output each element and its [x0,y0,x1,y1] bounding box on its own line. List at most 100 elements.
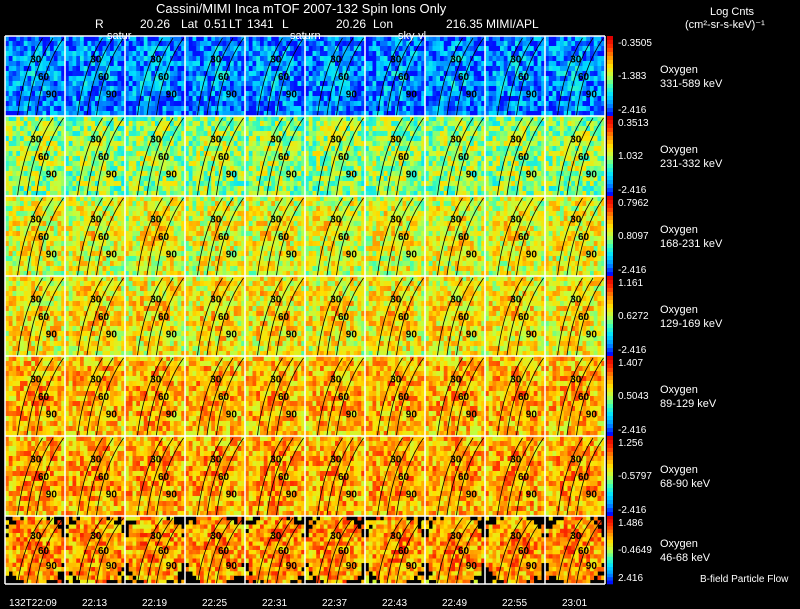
heatmap-cell [511,46,516,52]
heatmap-cell [320,96,325,102]
heatmap-cell [526,151,531,157]
heatmap-cell [5,136,10,142]
heatmap-cell [245,81,250,87]
heatmap-cell [563,51,568,57]
heatmap-cell [136,121,141,127]
heatmap-cell [68,86,73,92]
heatmap-cell [485,101,490,107]
heatmap-cell [417,176,422,182]
heatmap-cell [421,171,426,177]
heatmap-cell [470,166,475,172]
heatmap-cell [16,46,21,52]
heatmap-cell [140,51,145,57]
heatmap-cell [365,156,370,162]
heatmap-cell [353,91,358,97]
heatmap-cell [121,41,126,47]
heatmap-cell [518,71,523,77]
heatmap-cell [488,51,493,57]
heatmap-cell [102,121,107,127]
heatmap-cell [368,191,373,197]
heatmap-cell [305,121,310,127]
heatmap-cell [361,66,366,72]
heatmap-cell [192,36,197,42]
heatmap-cell [297,136,302,142]
heatmap-cell [451,191,456,197]
heatmap-cell [260,151,265,157]
contour-label: 90 [106,170,118,181]
heatmap-cell [305,141,310,147]
heatmap-cell [53,66,58,72]
heatmap-cell [162,41,167,47]
heatmap-cell [530,116,535,122]
heatmap-cell [117,51,122,57]
heatmap-cell [428,151,433,157]
heatmap-cell [57,141,62,147]
heatmap-cell [477,81,482,87]
heatmap-cell [53,181,58,187]
heatmap-cell [132,126,137,132]
heatmap-cell [308,116,313,122]
heatmap-cell [518,146,523,152]
heatmap-cell [428,116,433,122]
heatmap-cell [72,146,77,152]
heatmap-cell [91,146,96,152]
heatmap-cell [327,106,332,112]
heatmap-cell [522,141,527,147]
heatmap-cell [65,56,70,62]
heatmap-cell [391,141,396,147]
heatmap-cell [293,56,298,62]
heatmap-cell [241,91,246,97]
heatmap-cell [590,51,595,57]
heatmap-cell [248,166,253,172]
contour-line [396,37,424,117]
heatmap-cell [226,86,231,92]
heatmap-cell [76,171,81,177]
heatmap-cell [575,91,580,97]
heatmap-cell [488,91,493,97]
heatmap-cell [552,76,557,82]
heatmap-cell [350,81,355,87]
heatmap-cell [518,131,523,137]
heatmap-cell [507,156,512,162]
heatmap-cell [23,91,28,97]
heatmap-cell [391,91,396,97]
heatmap-cell [406,191,411,197]
heatmap-cell [128,51,133,57]
heatmap-cell [106,191,111,197]
heatmap-cell [376,121,381,127]
heatmap-cell [222,191,227,197]
heatmap-cell [185,121,190,127]
heatmap-cell [451,96,456,102]
heatmap-cell [492,116,497,122]
heatmap-cell [383,141,388,147]
heatmap-cell [151,106,156,112]
heatmap-cell [147,36,152,42]
heatmap-cell [132,146,137,152]
contour-label: 30 [30,54,42,65]
heatmap-cell [492,141,497,147]
heatmap-cell [567,106,572,112]
heatmap-cell [155,116,160,122]
heatmap-cell [162,71,167,77]
heatmap-cell [365,91,370,97]
heatmap-cell [27,101,32,107]
heatmap-cell [248,181,253,187]
heatmap-cell [53,146,58,152]
heatmap-cell [383,51,388,57]
heatmap-cell [297,91,302,97]
heatmap-cell [110,181,115,187]
heatmap-cell [38,166,43,172]
heatmap-cell [23,186,28,192]
heatmap-cell [72,71,77,77]
heatmap-cell [413,66,418,72]
heatmap-cell [23,46,28,52]
heatmap-cell [192,41,197,47]
heatmap-cell [365,126,370,132]
heatmap-cell [162,46,167,52]
heatmap-cell [128,126,133,132]
heatmap-cell [252,111,257,117]
heatmap-cell [98,166,103,172]
heatmap-cell [230,126,235,132]
heatmap-cell [192,121,197,127]
